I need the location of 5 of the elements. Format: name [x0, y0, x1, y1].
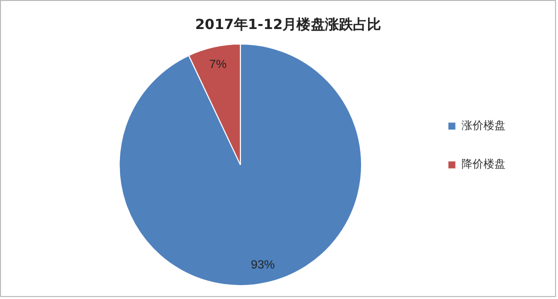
chart-title: 2017年1-12月楼盘涨跌占比 [195, 16, 381, 33]
data-label: 93% [250, 257, 276, 272]
legend-label: 降价楼盘 [461, 158, 506, 171]
data-label: 7% [209, 56, 227, 71]
legend-label: 涨价楼盘 [461, 119, 506, 132]
